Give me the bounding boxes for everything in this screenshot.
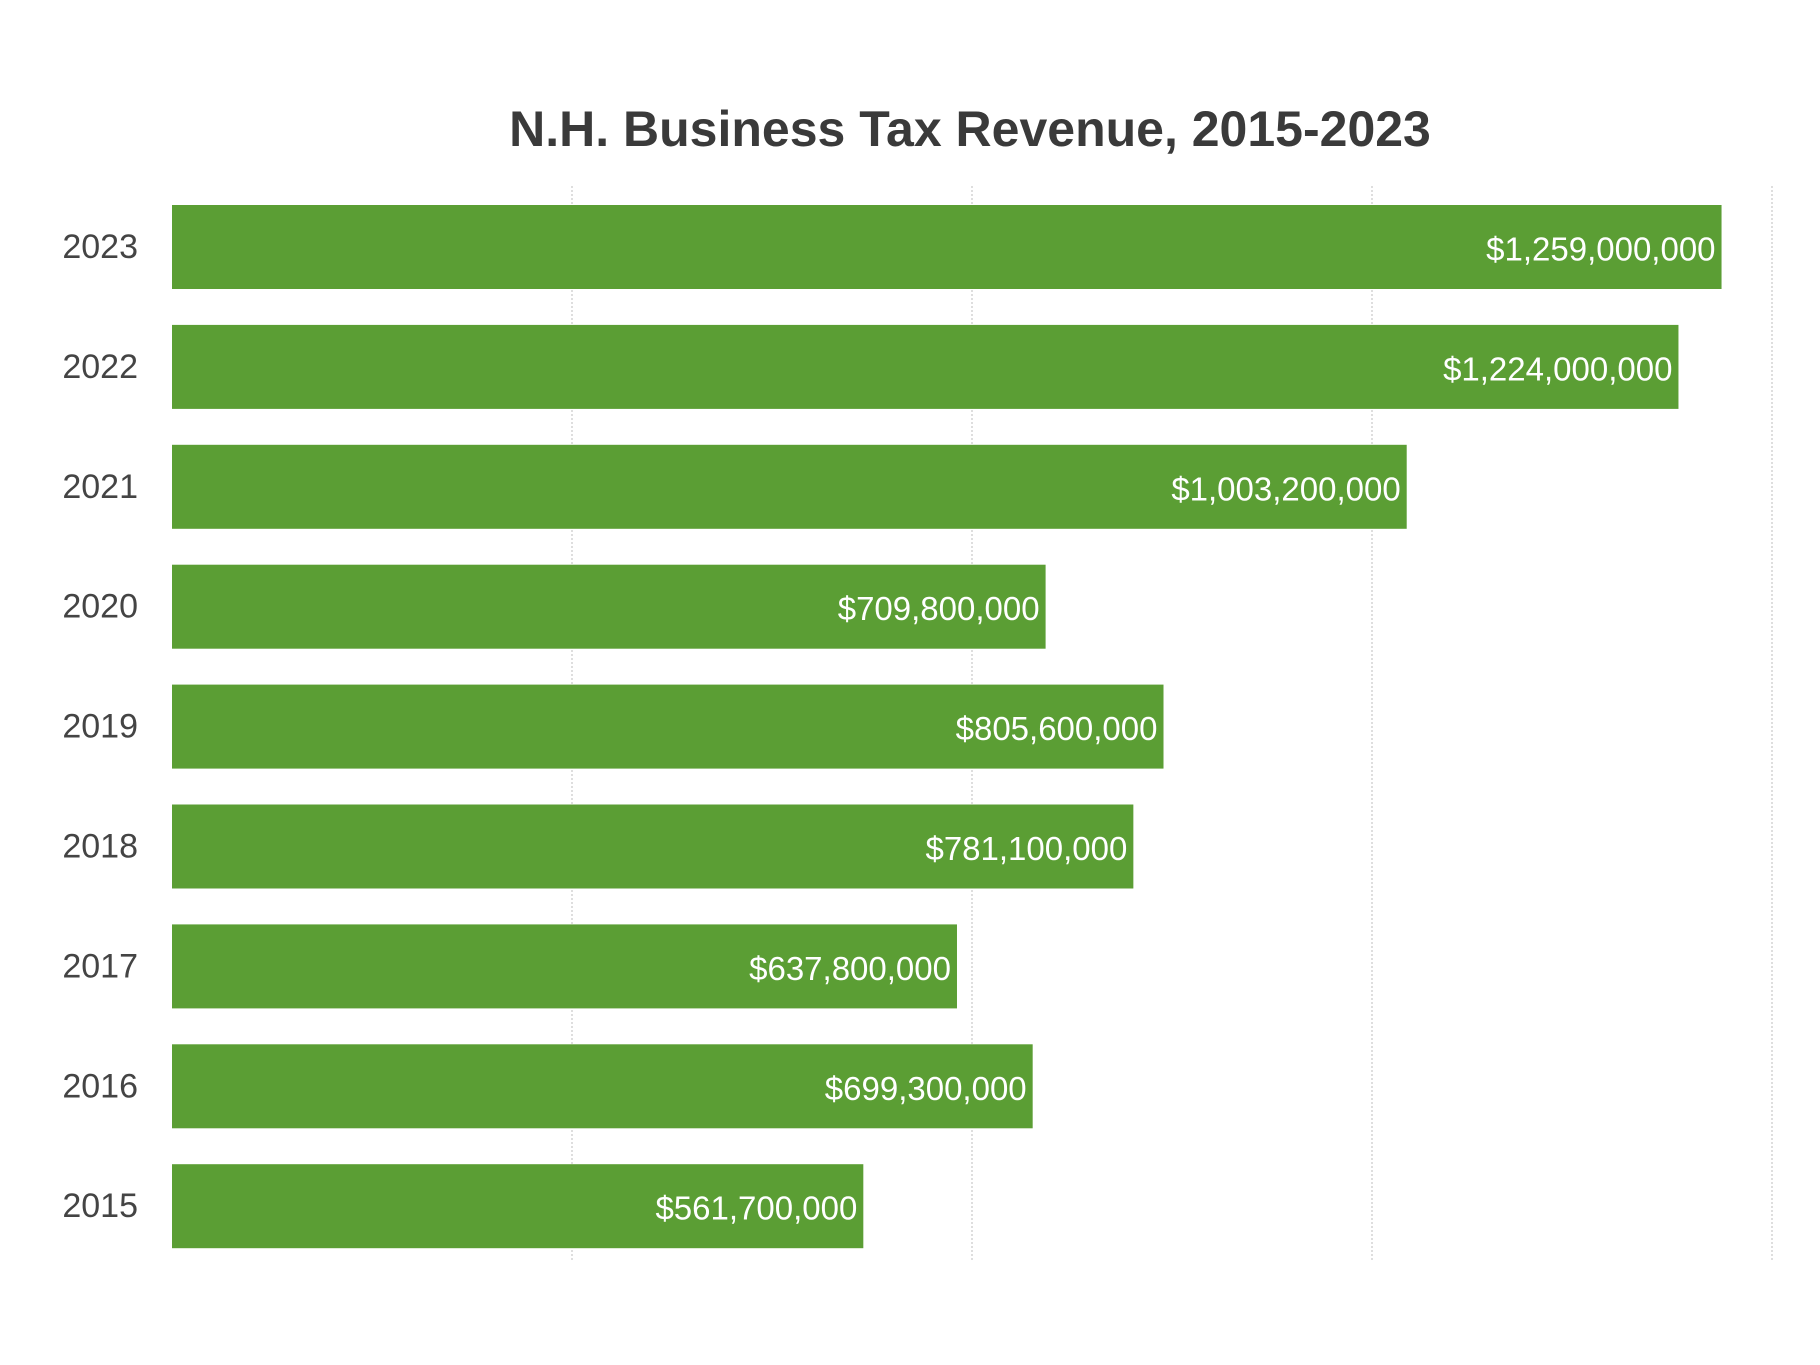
bars: [172, 205, 1722, 1249]
category-label-2015: 2015: [62, 1187, 138, 1225]
category-label-2021: 2021: [62, 468, 138, 506]
value-label-2020: $709,800,000: [838, 590, 1040, 627]
category-label-2017: 2017: [62, 947, 138, 985]
category-label-2016: 2016: [62, 1067, 138, 1105]
value-labels: $1,259,000,000 $1,224,000,000 $1,003,200,0…: [655, 231, 1715, 1227]
value-label-2016: $699,300,000: [825, 1070, 1027, 1107]
category-label-2023: 2023: [62, 228, 138, 266]
bar-2023: [172, 205, 1722, 289]
bar-2021: [172, 444, 1407, 529]
category-label-2018: 2018: [62, 828, 138, 866]
value-label-2022: $1,224,000,000: [1443, 350, 1672, 387]
bar-2016: [172, 1044, 1033, 1129]
value-label-2017: $637,800,000: [749, 950, 951, 987]
bar-2022: [172, 324, 1679, 409]
category-label-2020: 2020: [62, 588, 138, 626]
bar-2015: [172, 1164, 864, 1249]
value-label-2021: $1,003,200,000: [1171, 470, 1400, 507]
value-label-2015: $561,700,000: [655, 1190, 857, 1227]
chart-title: N.H. Business Tax Revenue, 2015-2023: [509, 101, 1431, 157]
category-label-2019: 2019: [62, 708, 138, 746]
bar-2017: [172, 924, 957, 1009]
category-label-2022: 2022: [62, 348, 138, 386]
bar-2019: [172, 684, 1164, 769]
value-label-2019: $805,600,000: [956, 710, 1158, 747]
bar-2020: [172, 564, 1046, 649]
bar-2018: [172, 804, 1134, 889]
value-label-2023: $1,259,000,000: [1486, 231, 1715, 268]
category-labels: 2023 2022 2021 2020 2019 2018 2017 2016 2015: [62, 228, 138, 1225]
value-label-2018: $781,100,000: [925, 830, 1127, 867]
